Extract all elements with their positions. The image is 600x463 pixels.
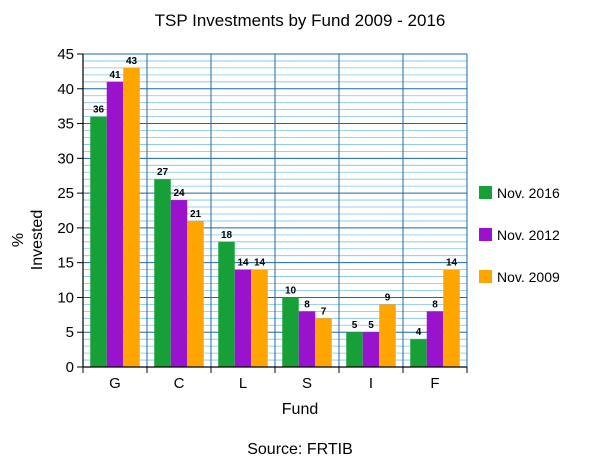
legend-label: Nov. 2016 bbox=[497, 185, 560, 201]
x-tick-label: I bbox=[369, 375, 373, 392]
y-tick-labels: 0 5 10 15 20 25 30 35 40 45 bbox=[57, 46, 83, 376]
y-tick-label: 40 bbox=[57, 81, 74, 98]
bar-G-nov-2012 bbox=[106, 81, 124, 368]
data-label: 9 bbox=[385, 292, 391, 303]
bar-L-nov-2016 bbox=[218, 241, 235, 367]
x-axis-label: Fund bbox=[282, 401, 318, 418]
x-tick-label: L bbox=[239, 375, 247, 392]
bar-L-nov-2012 bbox=[234, 269, 252, 367]
bar-F-nov-2012 bbox=[426, 311, 444, 367]
bar-I-nov-2009 bbox=[379, 304, 396, 367]
data-label: 43 bbox=[126, 56, 138, 67]
chart-title: TSP Investments by Fund 2009 - 2016 bbox=[155, 11, 446, 30]
y-tick-label: 25 bbox=[57, 185, 74, 202]
legend-label: Nov. 2012 bbox=[497, 227, 560, 243]
x-tick-label: S bbox=[302, 375, 312, 392]
data-label: 8 bbox=[432, 299, 438, 310]
data-label: 14 bbox=[237, 258, 249, 269]
legend-swatch bbox=[479, 186, 492, 199]
y-tick-label: 30 bbox=[57, 150, 74, 167]
x-tick-label: F bbox=[430, 375, 439, 392]
legend-swatch bbox=[479, 270, 492, 283]
data-label: 14 bbox=[254, 258, 266, 269]
data-label: 21 bbox=[190, 209, 202, 220]
bar-C-nov-2012 bbox=[170, 200, 188, 367]
y-tick-label: 20 bbox=[57, 220, 74, 237]
y-tick-label: 35 bbox=[57, 116, 74, 133]
legend: Nov. 2016 Nov. 2012 Nov. 2009 bbox=[479, 185, 560, 285]
data-label: 41 bbox=[109, 70, 121, 81]
y-tick-label: 45 bbox=[57, 46, 74, 63]
bar-C-nov-2016 bbox=[154, 179, 171, 367]
y-axis-label-line-1: % bbox=[10, 233, 27, 247]
grid bbox=[83, 53, 467, 368]
bar-S-nov-2009 bbox=[315, 318, 332, 367]
bar-I-nov-2012 bbox=[362, 332, 380, 367]
data-label: 7 bbox=[321, 306, 327, 317]
bar-F-nov-2016 bbox=[410, 339, 427, 367]
bar-L-nov-2009 bbox=[251, 269, 268, 367]
bar-C-nov-2009 bbox=[187, 220, 204, 367]
bar-S-nov-2012 bbox=[298, 311, 316, 367]
data-label: 36 bbox=[93, 105, 105, 116]
bar-G-nov-2009 bbox=[123, 67, 140, 368]
legend-swatch bbox=[479, 228, 492, 241]
data-label: 14 bbox=[446, 258, 458, 269]
data-label: 10 bbox=[285, 285, 297, 296]
y-tick-label: 5 bbox=[66, 324, 74, 341]
x-tick-label: G bbox=[109, 375, 121, 392]
data-label: 18 bbox=[221, 230, 233, 241]
data-label: 24 bbox=[173, 188, 185, 199]
data-label: 8 bbox=[304, 299, 310, 310]
bar-S-nov-2016 bbox=[282, 297, 299, 367]
y-tick-label: 10 bbox=[57, 289, 74, 306]
bar-G-nov-2016 bbox=[90, 116, 107, 367]
source-note: Source: FRTIB bbox=[247, 441, 353, 458]
bar-I-nov-2016 bbox=[346, 332, 363, 367]
data-label: 5 bbox=[368, 320, 374, 331]
y-tick-label: 0 bbox=[66, 359, 74, 376]
data-label: 5 bbox=[352, 320, 358, 331]
bars bbox=[90, 67, 460, 368]
legend-label: Nov. 2009 bbox=[497, 269, 560, 285]
y-axis-label-line-2: Invested bbox=[29, 210, 46, 270]
bar-F-nov-2009 bbox=[443, 269, 460, 367]
data-label: 4 bbox=[416, 327, 422, 338]
data-label: 27 bbox=[157, 167, 169, 178]
x-tick-label: C bbox=[174, 375, 185, 392]
y-tick-label: 15 bbox=[57, 255, 74, 272]
